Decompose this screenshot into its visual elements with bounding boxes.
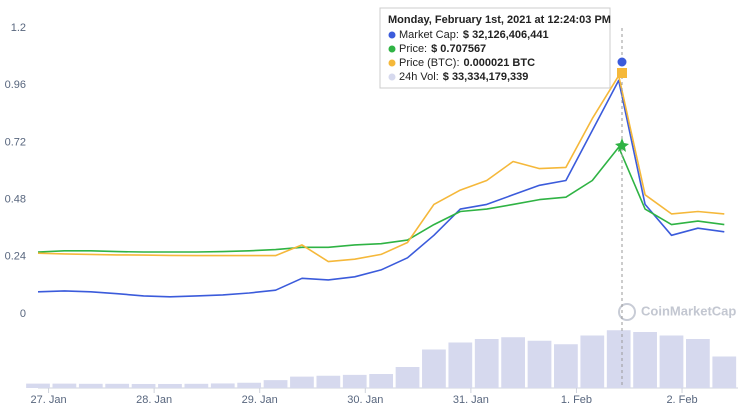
volume-bar xyxy=(52,383,77,388)
volume-bar xyxy=(712,356,737,388)
volume-bar xyxy=(395,367,420,388)
volume-bar xyxy=(633,332,657,388)
volume-bar xyxy=(474,339,499,388)
tooltip-label: Market Cap: xyxy=(399,29,459,41)
volume-bar xyxy=(26,383,50,388)
watermark: CoinMarketCap xyxy=(618,303,736,321)
volume-bar xyxy=(659,335,684,388)
tooltip: Monday, February 1st, 2021 at 12:24:03 P… xyxy=(379,7,611,89)
hover-marker xyxy=(617,68,627,78)
volume-bar xyxy=(316,375,341,388)
volume-bar xyxy=(210,383,235,388)
volume-bar xyxy=(580,335,605,388)
volume-bar xyxy=(158,383,182,388)
watermark-text: CoinMarketCap xyxy=(641,303,736,318)
series-line xyxy=(37,74,725,263)
volume-bar xyxy=(686,339,710,388)
hover-marker xyxy=(615,138,629,152)
volume-bar xyxy=(237,382,262,388)
series-line xyxy=(37,146,725,253)
tooltip-label: 24h Vol: xyxy=(399,71,439,83)
volume-bar xyxy=(422,349,446,388)
hover-marker xyxy=(616,56,628,68)
tooltip-item: Price: $ 0.707567 xyxy=(399,43,486,55)
y-tick-label: 0.48 xyxy=(5,194,26,206)
volume-bar xyxy=(554,344,578,388)
tooltip-label: Price (BTC): xyxy=(399,57,460,69)
y-tick-label: 0.72 xyxy=(5,136,26,148)
x-tick-label: 2. Feb xyxy=(666,394,697,406)
volume-bar xyxy=(105,383,130,388)
volume-bar xyxy=(448,342,473,388)
x-tick-label: 1. Feb xyxy=(561,394,592,406)
tooltip-value: $ 33,334,179,339 xyxy=(443,71,529,83)
tooltip-value: 0.000021 BTC xyxy=(464,57,536,69)
tooltip-dot xyxy=(388,45,396,53)
x-tick-label: 27. Jan xyxy=(31,394,67,406)
tooltip-value: $ 0.707567 xyxy=(431,43,486,55)
volume-bar xyxy=(527,340,552,388)
x-tick-label: 29. Jan xyxy=(242,394,278,406)
tooltip-item: Price (BTC): 0.000021 BTC xyxy=(399,57,535,69)
tooltip-item: 24h Vol: $ 33,334,179,339 xyxy=(399,71,528,83)
series-line xyxy=(37,79,725,298)
y-tick-label: 0 xyxy=(20,308,26,320)
volume-bar xyxy=(342,374,367,388)
volume-bar xyxy=(501,337,525,388)
y-tick-label: 1.2 xyxy=(11,22,26,34)
x-tick-label: 30. Jan xyxy=(347,394,383,406)
tooltip-box xyxy=(379,7,611,89)
tooltip-dot xyxy=(388,59,396,67)
volume-bar xyxy=(290,376,314,388)
tooltip-dot xyxy=(388,31,396,39)
volume-bar xyxy=(131,383,156,388)
tooltip-dot xyxy=(388,73,396,81)
volume-bar xyxy=(78,383,103,388)
volume-bar xyxy=(263,380,288,388)
tooltip-value: $ 32,126,406,441 xyxy=(463,29,549,41)
volume-bar xyxy=(184,383,209,388)
tooltip-item: Market Cap: $ 32,126,406,441 xyxy=(399,29,549,41)
y-tick-label: 0.24 xyxy=(5,251,26,263)
watermark-logo xyxy=(618,303,636,321)
y-tick-label: 0.96 xyxy=(5,79,26,91)
volume-bar xyxy=(369,374,394,388)
tooltip-label: Price: xyxy=(399,43,427,55)
tooltip-title: Monday, February 1st, 2021 at 12:24:03 P… xyxy=(388,14,611,26)
volume-bar xyxy=(606,330,631,388)
x-tick-label: 28. Jan xyxy=(136,394,172,406)
x-tick-label: 31. Jan xyxy=(453,394,489,406)
